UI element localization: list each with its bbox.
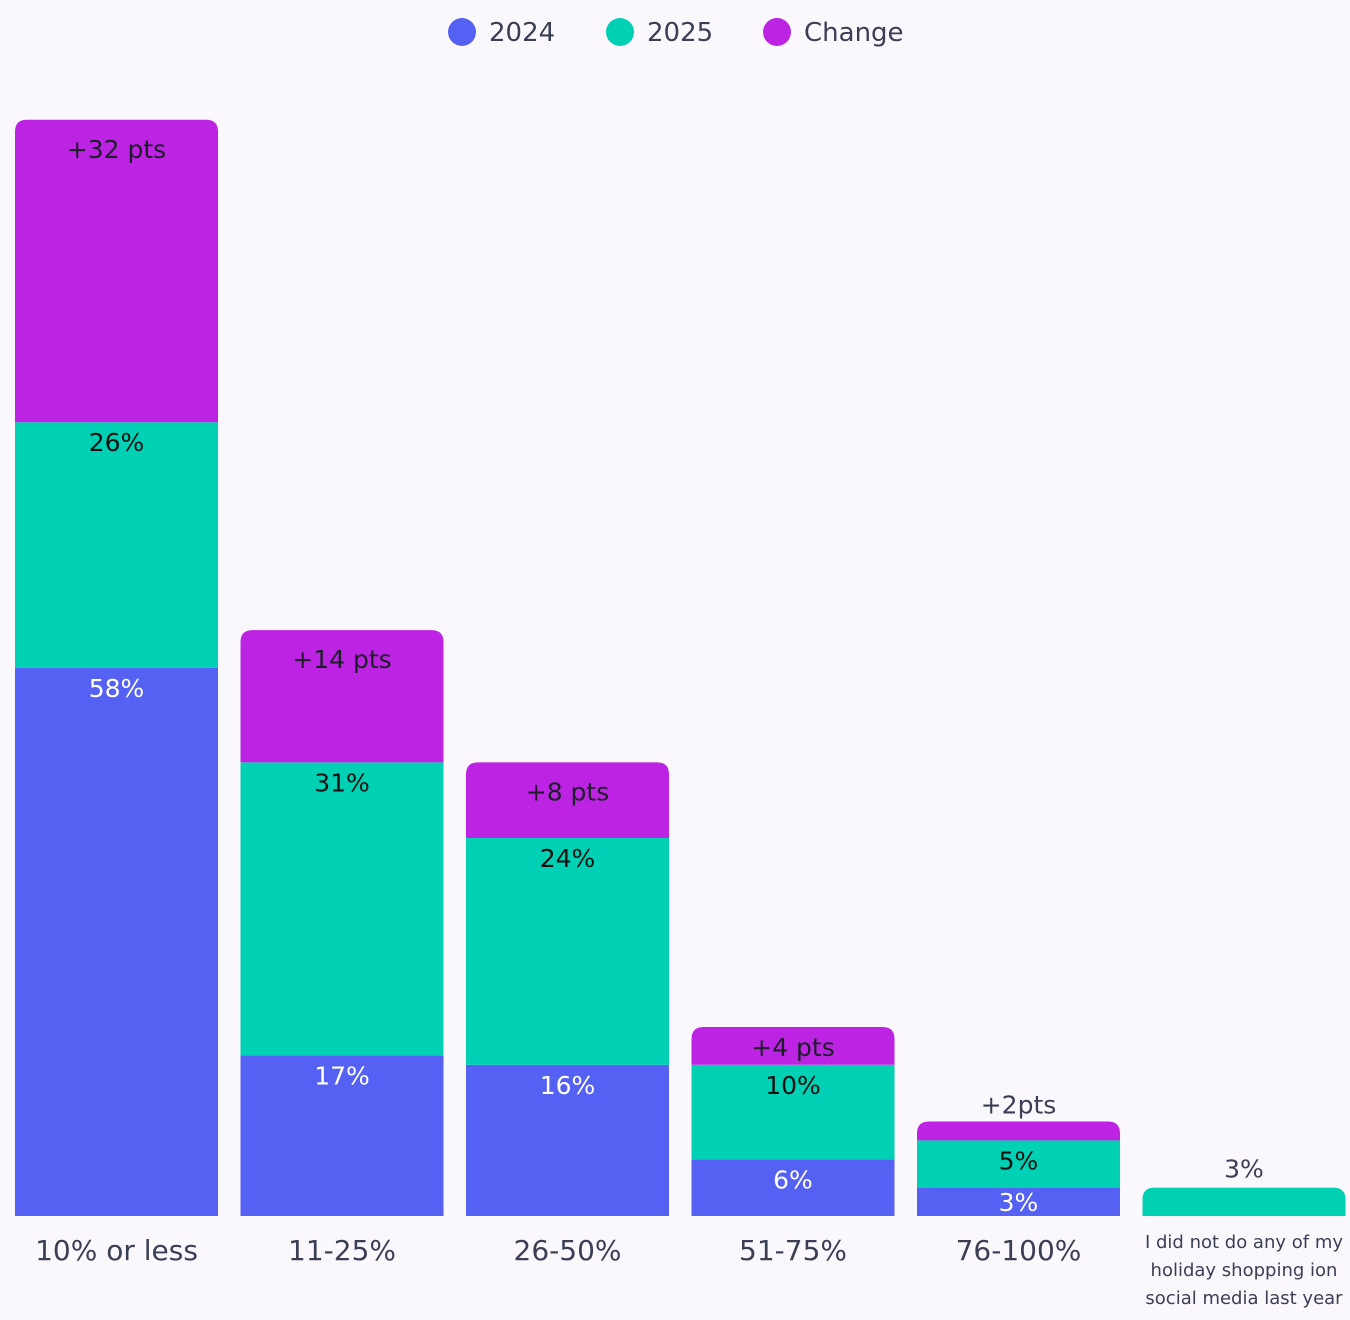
legend-label-change: Change: [804, 18, 904, 48]
data-label-2025-3: 10%: [765, 1071, 821, 1100]
data-label-2025-0: 26%: [89, 428, 145, 457]
bar-2024-3: [691, 1159, 895, 1216]
bar-change-0: [15, 119, 218, 423]
bar-group-2: 16% 24% +8 pts: [466, 762, 669, 1216]
category-label-1: 11-25%: [288, 1234, 396, 1267]
bar-group-5: 3%: [1142, 1155, 1346, 1216]
legend-dot-2025: [606, 18, 634, 46]
bar-change-1: [240, 630, 444, 763]
legend-dot-2024: [448, 18, 476, 46]
legend: 2024 2025 Change: [448, 18, 904, 48]
bar-change-2: [466, 762, 669, 838]
data-label-2024-2: 16%: [540, 1071, 596, 1100]
data-label-change-2: +8 pts: [526, 777, 610, 806]
bar-2024-1: [240, 1055, 444, 1216]
bar-change-3: [691, 1027, 895, 1065]
data-label-2024-0: 58%: [89, 674, 145, 703]
bar-group-3: 6% 10% +4 pts: [691, 1027, 895, 1216]
bar-2025-3: [691, 1064, 895, 1160]
bars: 58% 26% +32 pts 17% 31% +14 pts 16% 24% +8 pts 6%…: [15, 119, 1346, 1217]
category-label-4: 76-100%: [956, 1234, 1082, 1267]
category-label-2: 26-50%: [514, 1234, 622, 1267]
bar-change-4: [917, 1121, 1120, 1141]
bar-group-4: 3% 5% +2pts: [917, 1091, 1120, 1217]
bar-2025-0: [15, 422, 218, 668]
data-label-2025-5: 3%: [1224, 1155, 1264, 1184]
bar-2025-2: [466, 838, 669, 1065]
category-label-5: I did not do any of my holiday shopping i…: [1145, 1232, 1343, 1309]
data-label-2024-1: 17%: [314, 1061, 370, 1090]
data-label-2024-4: 3%: [999, 1188, 1039, 1217]
data-label-change-4: +2pts: [981, 1091, 1057, 1120]
legend-dot-change: [763, 18, 791, 46]
data-label-2025-1: 31%: [314, 768, 370, 797]
bar-2025-4: [917, 1140, 1120, 1188]
category-labels: 10% or less 11-25% 26-50% 51-75% 76-100% I di…: [35, 1232, 1343, 1309]
category-label-3: 51-75%: [739, 1234, 847, 1267]
bar-group-1: 17% 31% +14 pts: [240, 630, 444, 1216]
bar-2024-4: [917, 1187, 1120, 1216]
legend-label-2025: 2025: [647, 18, 713, 48]
bar-2025-1: [240, 762, 444, 1056]
data-label-change-3: +4 pts: [751, 1033, 835, 1062]
bar-2024-0: [15, 667, 218, 1216]
data-label-change-1: +14 pts: [292, 645, 391, 674]
data-label-2025-2: 24%: [540, 844, 596, 873]
category-label-0: 10% or less: [35, 1234, 198, 1267]
bar-group-0: 58% 26% +32 pts: [15, 119, 218, 1216]
bar-2024-2: [466, 1064, 669, 1216]
legend-label-2024: 2024: [489, 18, 555, 48]
data-label-2024-3: 6%: [773, 1165, 813, 1194]
data-label-change-0: +32 pts: [67, 135, 166, 164]
data-label-2025-4: 5%: [999, 1146, 1039, 1175]
bar-2025-5: [1142, 1187, 1346, 1216]
